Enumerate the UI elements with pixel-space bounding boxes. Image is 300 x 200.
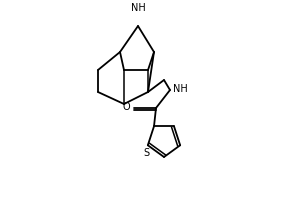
Text: NH: NH xyxy=(173,84,188,94)
Text: O: O xyxy=(122,102,130,112)
Text: NH: NH xyxy=(130,3,146,13)
Text: S: S xyxy=(144,148,150,158)
